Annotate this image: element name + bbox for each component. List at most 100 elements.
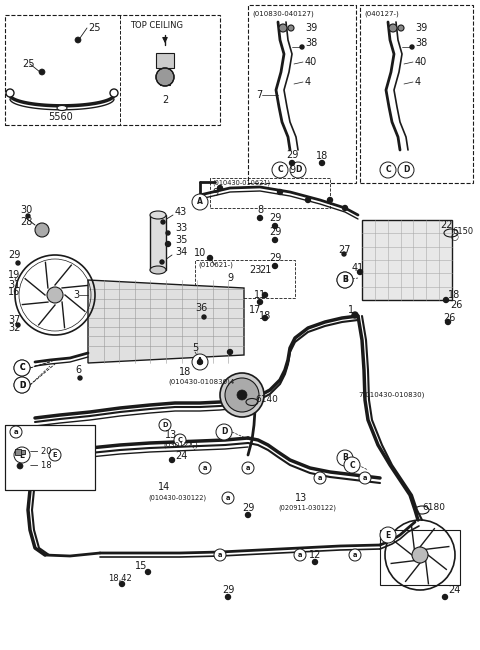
Text: 38: 38 [305,38,317,48]
Text: 6: 6 [75,365,81,375]
Text: 18: 18 [448,290,460,300]
Text: (040127-): (040127-) [364,11,399,18]
Bar [156,53,174,68]
Text: D: D [19,380,25,389]
Text: 1: 1 [348,305,354,315]
Text: 37: 37 [8,315,20,325]
Circle shape [289,161,295,166]
Bar [5,425,95,490]
Text: C: C [19,363,25,372]
Text: a: a [246,465,250,471]
Text: 26: 26 [450,300,462,310]
Ellipse shape [57,105,67,110]
Circle shape [263,292,267,298]
Text: 35: 35 [175,235,187,245]
Circle shape [161,220,165,224]
Circle shape [78,376,82,380]
Circle shape [226,595,230,599]
Text: 8: 8 [257,205,263,215]
Text: 9: 9 [212,188,218,198]
Text: 24: 24 [448,585,460,595]
Circle shape [222,492,234,504]
Circle shape [14,377,30,393]
Text: 10: 10 [194,248,206,258]
Circle shape [380,527,396,543]
Circle shape [174,434,186,446]
Circle shape [14,360,30,376]
Text: — 18: — 18 [30,462,52,471]
Bar [21,450,25,454]
Text: 29: 29 [8,250,20,260]
Text: 7: 7 [256,90,262,100]
Text: C: C [349,460,355,469]
Circle shape [214,549,226,561]
Circle shape [272,162,288,178]
Text: E: E [53,452,57,458]
Circle shape [349,549,361,561]
Circle shape [225,378,259,412]
Bar [5,15,220,125]
Circle shape [359,472,371,484]
Text: 29: 29 [242,503,254,513]
Text: 23: 23 [249,265,261,275]
Circle shape [290,162,306,178]
Circle shape [305,198,311,203]
Circle shape [199,462,211,474]
Text: 29: 29 [222,585,234,595]
Text: 25: 25 [22,59,35,69]
Text: a: a [298,552,302,558]
Circle shape [110,89,118,97]
Text: 28: 28 [20,217,32,227]
Text: 26: 26 [443,313,456,323]
Circle shape [145,569,151,575]
Circle shape [192,354,208,370]
Text: 9: 9 [227,273,233,283]
Text: a: a [218,552,222,558]
Text: (010830-040127): (010830-040127) [252,11,314,18]
Text: D: D [162,422,168,428]
Text: 18: 18 [316,151,328,161]
Bar [362,220,452,300]
Text: 40: 40 [305,57,317,67]
Text: C: C [385,166,391,174]
Circle shape [160,260,164,264]
Circle shape [120,582,124,586]
Circle shape [228,350,232,354]
Text: 14: 14 [158,482,170,492]
Text: E: E [385,530,391,540]
Text: 29: 29 [286,150,298,160]
Circle shape [320,161,324,166]
Text: TOP CEILING: TOP CEILING [130,21,183,29]
Text: 13: 13 [165,430,177,440]
Text: 9: 9 [289,165,295,175]
Text: E: E [19,450,24,460]
Circle shape [49,449,61,461]
Text: 29: 29 [269,253,281,263]
Bar [150,215,166,270]
Circle shape [343,205,348,211]
Text: 19: 19 [8,270,20,280]
Circle shape [443,595,447,599]
Text: B: B [342,276,348,285]
Circle shape [337,450,353,466]
Text: D: D [19,380,25,389]
Circle shape [202,315,206,319]
Circle shape [312,560,317,564]
Text: 36: 36 [195,303,207,313]
Circle shape [47,287,63,303]
Circle shape [257,300,263,304]
Circle shape [166,231,170,235]
Circle shape [6,89,14,97]
Circle shape [273,224,277,229]
Text: 6150: 6150 [452,227,473,237]
Text: 3: 3 [73,290,79,300]
Circle shape [380,162,396,178]
Text: 5: 5 [192,343,198,353]
Text: (010430-010621): (010430-010621) [212,180,270,187]
Text: 17: 17 [249,305,261,315]
Circle shape [17,463,23,469]
Text: 39: 39 [415,23,427,33]
Circle shape [398,162,414,178]
Circle shape [288,25,294,31]
Text: 18,42: 18,42 [108,573,132,582]
